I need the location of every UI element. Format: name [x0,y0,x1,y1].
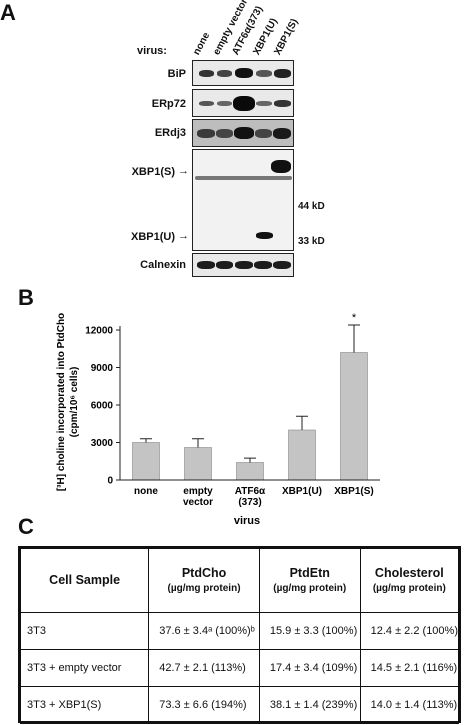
blot-calnexin [192,253,294,277]
marker-44kd: 44 kD [298,201,325,212]
blot-label-erdj3: ERdj3 [154,127,186,139]
table-header-row: Cell Sample PtdCho (µg/mg protein) PtdEtn… [19,548,460,613]
header-cell-sample: Cell Sample [19,548,150,613]
x-tick-label: XBP1(S) [334,486,373,497]
bar-chart: [³H] choline incorporated into PtdCho (c… [56,312,380,527]
lipid-table: Cell Sample PtdCho (µg/mg protein) PtdEtn… [18,546,461,724]
cell: 14.5 ± 2.1 (116%) [359,649,460,687]
band [217,101,232,106]
x-tick-label: XBP1(U) [282,486,322,497]
band [233,96,255,111]
blot-erdj3 [192,119,294,147]
band [199,70,214,77]
bar [132,442,160,481]
band [197,129,215,138]
cell: 3T3 [19,612,150,650]
arrow-xbp1s: → [178,165,189,177]
y-tick-label: 3000 [91,438,114,449]
y-axis-title-line2: (cpm/10⁶ cells) [69,367,80,438]
blot-erp72 [192,89,294,117]
x-tick-label: none [134,486,158,497]
x-tick-label: (373) [238,497,261,508]
header-ptdcho: PtdCho (µg/mg protein) [148,548,260,613]
y-axis-title-line1: [³H] choline incorporated into PtdCho [56,313,67,491]
y-tick-label: 9000 [91,363,114,374]
band [199,101,214,106]
band [271,160,291,173]
panel-c-letter: C [18,514,34,539]
blot-label-calnexin: Calnexin [140,259,186,271]
table-row: 3T3 37.6 ± 3.4ᵃ (100%)ᵇ 15.9 ± 3.3 (100%… [19,612,460,650]
blot-xbp1 [192,149,294,251]
bar [288,429,316,481]
blot-label-erp72: ERp72 [151,98,186,110]
band [256,232,273,239]
lane-label-none: none [191,30,213,57]
table-row: 3T3 + empty vector 42.7 ± 2.1 (113%) 17.… [19,649,460,687]
band [273,261,291,269]
arrow-xbp1u: → [178,230,189,242]
x-tick-label: vector [183,497,213,508]
cell: 38.1 ± 1.4 (239%) [258,686,361,724]
cell: 15.9 ± 3.3 (100%) [258,612,361,650]
band [195,176,292,180]
band [235,261,253,269]
virus-label: virus: [137,45,167,57]
band [254,261,272,269]
band [274,100,291,107]
marker-33kd: 33 kD [298,236,325,247]
significance-mark: * [352,312,357,324]
y-axis-title: [³H] choline incorporated into PtdCho (c… [56,313,80,491]
y-tick-label: 6000 [91,401,114,412]
header-cholesterol: Cholesterol (µg/mg protein) [359,548,460,613]
blot-label-xbp1s: XBP1(S) [131,166,175,178]
cell: 3T3 + XBP1(S) [19,686,150,724]
band [217,70,232,77]
band [235,68,253,78]
x-axis-title: virus [234,515,260,527]
bar [184,447,212,481]
blot-bip [192,60,294,86]
cell: 14.0 ± 1.4 (113%) [359,686,460,724]
band [273,128,291,139]
y-tick-label: 12000 [85,326,113,337]
x-tick-label: empty [183,486,213,497]
band [197,261,215,269]
blot-label-bip: BiP [167,68,186,80]
band [255,129,272,138]
bar [236,462,264,481]
cell: 3T3 + empty vector [19,649,150,687]
blot-label-xbp1u: XBP1(U) [130,231,175,243]
x-tick-label: ATF6α [235,486,266,497]
band [274,69,291,78]
panel-b-letter: B [18,285,34,310]
panel-a-letter: A [0,0,16,25]
band [256,70,272,77]
cell: 73.3 ± 6.6 (194%) [148,686,260,724]
band [234,127,254,139]
y-tick-label: 0 [107,476,113,487]
cell: 17.4 ± 3.4 (109%) [258,649,361,687]
cell: 42.7 ± 2.1 (113%) [148,649,260,687]
bar [340,352,368,481]
cell: 37.6 ± 3.4ᵃ (100%)ᵇ [148,612,260,650]
header-ptdetn: PtdEtn (µg/mg protein) [258,548,361,613]
cell: 12.4 ± 2.2 (100%) [359,612,460,650]
table-row: 3T3 + XBP1(S) 73.3 ± 6.6 (194%) 38.1 ± 1… [19,686,460,724]
band [256,101,272,106]
band [216,261,233,269]
band [216,129,233,138]
